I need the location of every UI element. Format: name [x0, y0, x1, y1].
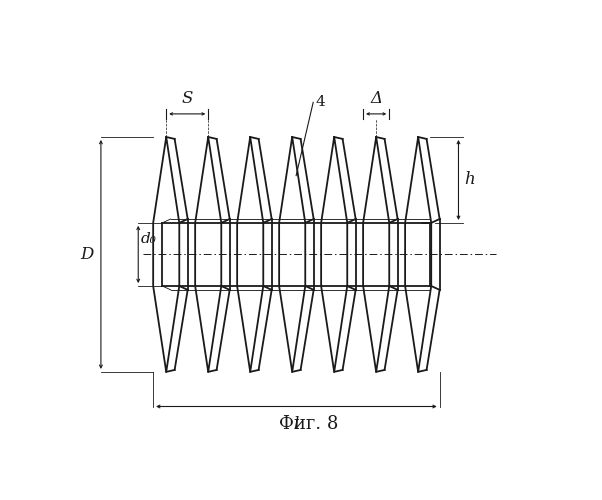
Text: S: S — [182, 90, 193, 107]
Text: 4: 4 — [315, 96, 325, 110]
Text: Фиг. 8: Фиг. 8 — [279, 415, 338, 433]
Text: D: D — [80, 246, 93, 263]
Text: h: h — [464, 172, 475, 188]
Text: d₀: d₀ — [141, 232, 157, 245]
Text: Δ: Δ — [370, 90, 382, 107]
Text: l: l — [294, 416, 299, 433]
